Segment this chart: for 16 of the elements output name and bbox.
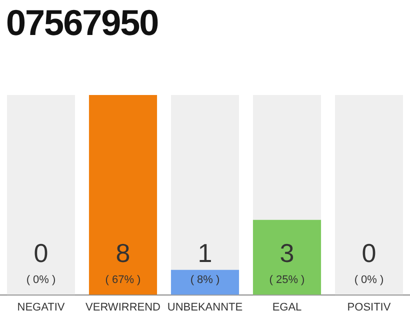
data-label: 3 — [280, 238, 294, 268]
x-tick-label: VERWIRREND — [86, 301, 161, 314]
annotation: ( 25% ) — [269, 274, 305, 286]
data-label: 0 — [34, 238, 48, 268]
data-label: 1 — [198, 238, 212, 268]
x-tick-label: POSITIV — [347, 301, 392, 314]
annotation: ( 8% ) — [190, 274, 220, 286]
x-tick-label: EGAL — [272, 301, 302, 314]
data-label: 0 — [362, 238, 376, 268]
x-tick-label: NEGATIV — [17, 301, 66, 314]
annotation: ( 0% ) — [354, 274, 384, 286]
chart-title: 07567950 — [6, 2, 158, 44]
annotation: ( 0% ) — [26, 274, 56, 286]
x-tick-label: UNBEKANNTE — [167, 301, 243, 314]
data-label: 8 — [116, 238, 130, 268]
annotation: ( 67% ) — [105, 274, 141, 286]
